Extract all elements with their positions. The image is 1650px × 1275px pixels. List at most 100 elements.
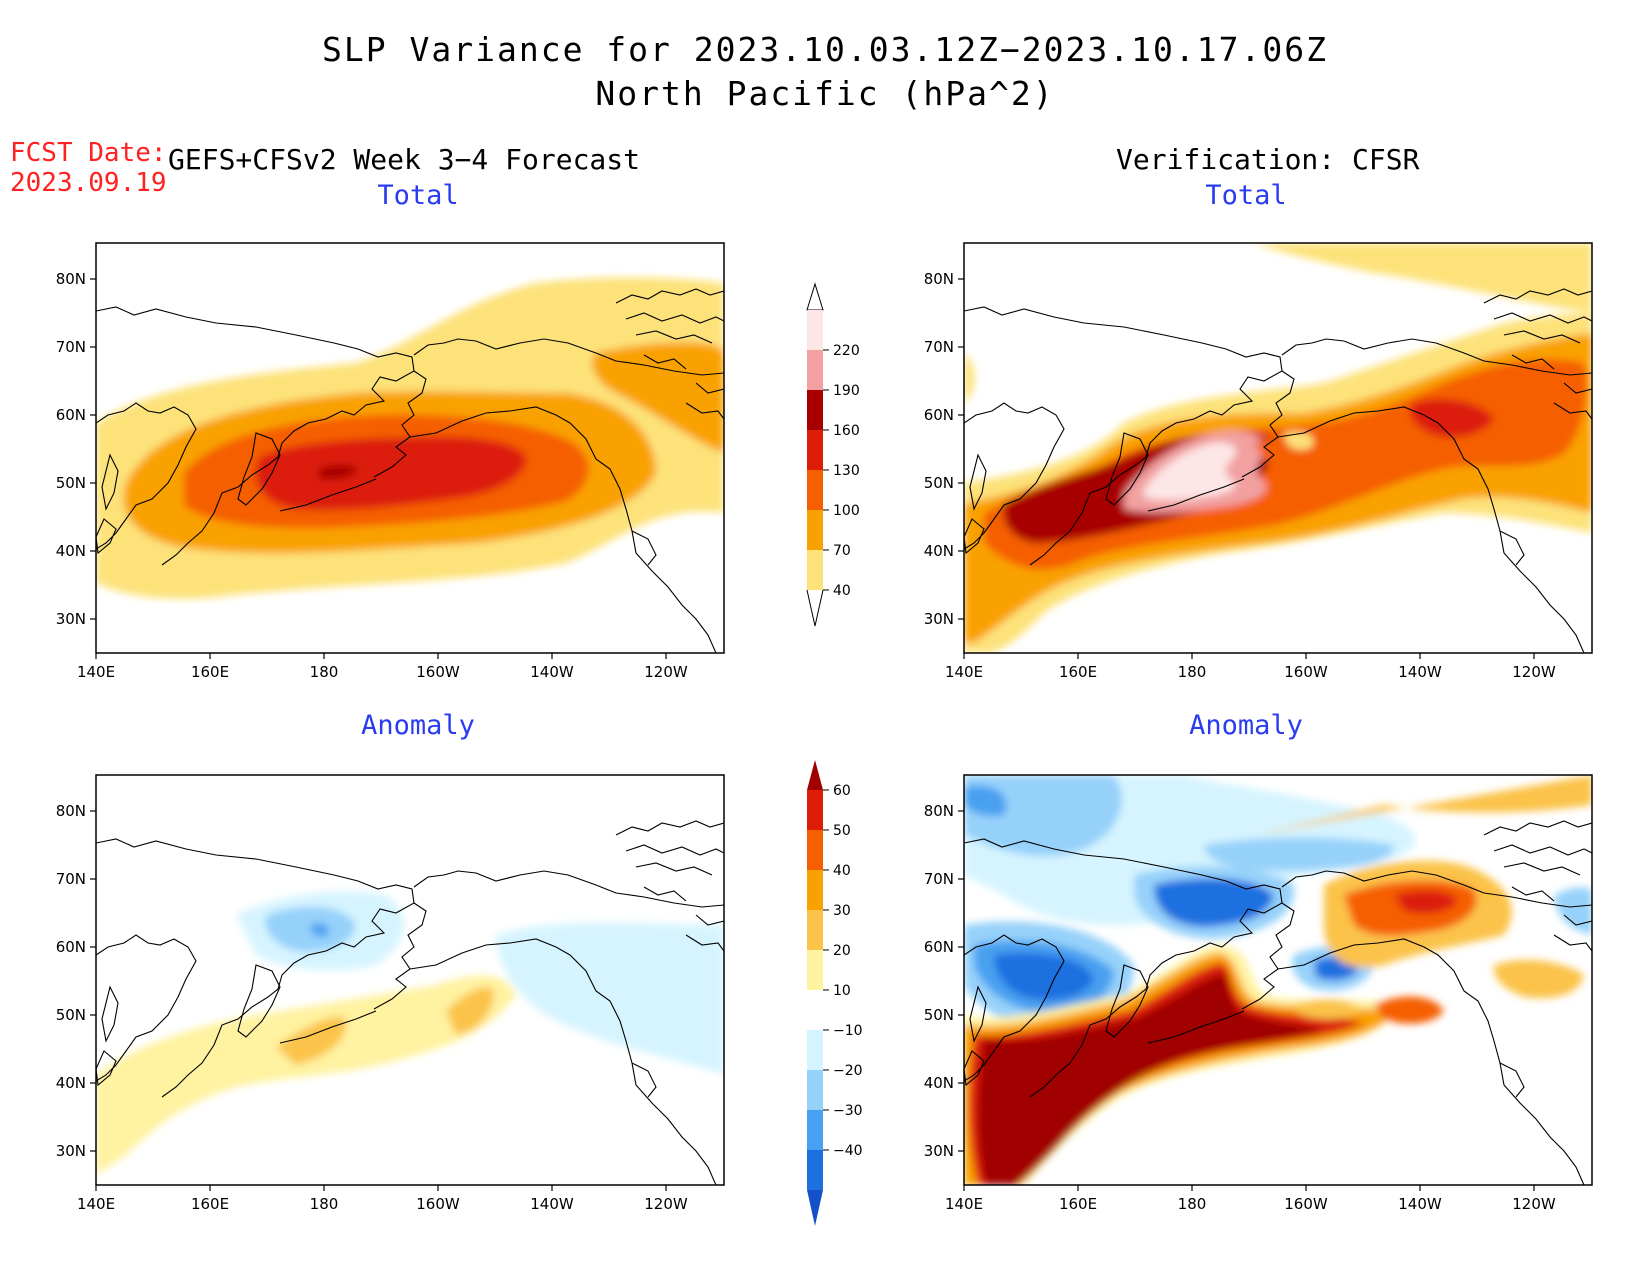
y-tick-label: 80N [56, 802, 86, 820]
colorbar-swatch [807, 1150, 823, 1190]
colorbar-swatch [807, 990, 823, 1030]
y-tick-label: 80N [56, 270, 86, 288]
colorbar-swatch [807, 870, 823, 910]
colorbar-label: 160 [833, 423, 860, 439]
colorbar-swatch [807, 390, 823, 430]
y-tick-label: 80N [924, 802, 954, 820]
colorbar-total: 220 190 160 130 100 70 40 [806, 282, 860, 627]
x-tick-label: 160W [416, 663, 460, 681]
y-tick-label: 70N [924, 338, 954, 356]
x-tick-label: 180 [310, 663, 339, 681]
map-panel-verification-total [957, 242, 1593, 660]
y-tick-label: 70N [56, 870, 86, 888]
map-panel-forecast-anomaly [89, 774, 725, 1192]
main-title: SLP Variance for 2023.10.03.12Z−2023.10.… [322, 30, 1328, 69]
forecast-date-value: 2023.09.19 [10, 168, 167, 198]
x-tick-label: 120W [1512, 1195, 1556, 1213]
y-tick-label: 50N [924, 474, 954, 492]
y-tick-label: 70N [924, 870, 954, 888]
x-tick-label: 160W [1284, 1195, 1328, 1213]
colorbar-swatch [807, 470, 823, 510]
colorbar-swatch [807, 510, 823, 550]
y-tick-label: 80N [924, 270, 954, 288]
x-tick-label: 160W [1284, 663, 1328, 681]
colorbar-anomaly: 60 50 40 30 20 10 −10 −20 −30 −40 [807, 760, 863, 1226]
colorbar-label: 40 [833, 863, 851, 879]
colorbar-label: 60 [833, 783, 851, 799]
colorbar-tip-bottom [806, 589, 824, 627]
y-tick-label: 40N [924, 542, 954, 560]
y-tick-label: 30N [56, 1142, 86, 1160]
x-tick-label: 140W [1398, 1195, 1442, 1213]
y-tick-label: 60N [56, 406, 86, 424]
colorbar-swatch [807, 430, 823, 470]
y-tick-label: 60N [924, 406, 954, 424]
x-tick-label: 160E [1059, 1195, 1097, 1213]
y-tick-label: 40N [56, 1074, 86, 1092]
colorbar-swatch [807, 1110, 823, 1150]
x-tick-label: 160E [191, 1195, 229, 1213]
colorbar-swatch [807, 830, 823, 870]
colorbar-swatch [807, 1070, 823, 1110]
x-tick-label: 120W [1512, 663, 1556, 681]
colorbar-label: −20 [833, 1063, 863, 1079]
y-tick-label: 60N [56, 938, 86, 956]
y-tick-label: 30N [924, 1142, 954, 1160]
colorbar-swatch [807, 910, 823, 950]
colorbar-label: 20 [833, 943, 851, 959]
colorbar-label: −10 [833, 1023, 863, 1039]
map-panel-forecast-total [89, 242, 725, 660]
x-tick-label: 140E [945, 1195, 983, 1213]
colorbar-label: 40 [833, 583, 851, 599]
contour-fill-forecast-total [96, 243, 724, 653]
x-tick-label: 120W [644, 1195, 688, 1213]
x-tick-label: 140W [530, 1195, 574, 1213]
contour-fill-verification-anomaly [964, 775, 1592, 1185]
colorbar-label: 70 [833, 543, 851, 559]
colorbar-tip-top [806, 282, 824, 311]
y-tick-label: 40N [56, 542, 86, 560]
colorbar-label: 130 [833, 463, 860, 479]
colorbar-label: 50 [833, 823, 851, 839]
colorbar-swatch [807, 350, 823, 390]
panel-title-verification-anomaly: Anomaly [1189, 710, 1303, 741]
forecast-date-label: FCST Date: [10, 138, 167, 168]
colorbar-label: 10 [833, 983, 851, 999]
y-tick-label: 50N [924, 1006, 954, 1024]
map-panel-verification-anomaly [957, 774, 1593, 1192]
panel-title-verification-total: Total [1205, 180, 1287, 211]
x-tick-label: 140E [77, 1195, 115, 1213]
verification-column-header: Verification: CFSR [1116, 143, 1420, 176]
x-tick-label: 140W [530, 663, 574, 681]
y-tick-label: 30N [924, 610, 954, 628]
forecast-column-header: GEFS+CFSv2 Week 3−4 Forecast [168, 143, 641, 176]
x-tick-label: 120W [644, 663, 688, 681]
colorbar-swatch [807, 550, 823, 590]
colorbar-swatch [807, 1030, 823, 1070]
y-tick-label: 60N [924, 938, 954, 956]
x-tick-label: 180 [1178, 663, 1207, 681]
x-tick-label: 180 [310, 1195, 339, 1213]
x-tick-label: 140W [1398, 663, 1442, 681]
contour-fill-verification-total [964, 243, 1592, 653]
x-tick-label: 140E [945, 663, 983, 681]
colorbar-tip-bottom [807, 1190, 823, 1226]
colorbar-label: −30 [833, 1103, 863, 1119]
colorbar-swatch [807, 310, 823, 350]
x-tick-label: 160E [191, 663, 229, 681]
y-tick-label: 50N [56, 474, 86, 492]
panel-title-forecast-anomaly: Anomaly [361, 710, 475, 741]
colorbar-swatch [807, 950, 823, 990]
x-tick-label: 160W [416, 1195, 460, 1213]
axis-tick-labels: 140E 160E 180 160W 140W 120W 80N 70N 60N 50N 40N 30… [56, 270, 1556, 1213]
colorbar-label: −40 [833, 1143, 863, 1159]
y-tick-label: 70N [56, 338, 86, 356]
y-tick-label: 40N [924, 1074, 954, 1092]
x-tick-label: 140E [77, 663, 115, 681]
colorbar-tip-top [807, 760, 823, 790]
colorbar-swatch [807, 790, 823, 830]
main-subtitle: North Pacific (hPa^2) [595, 74, 1055, 113]
colorbar-label: 190 [833, 383, 860, 399]
colorbar-label: 100 [833, 503, 860, 519]
